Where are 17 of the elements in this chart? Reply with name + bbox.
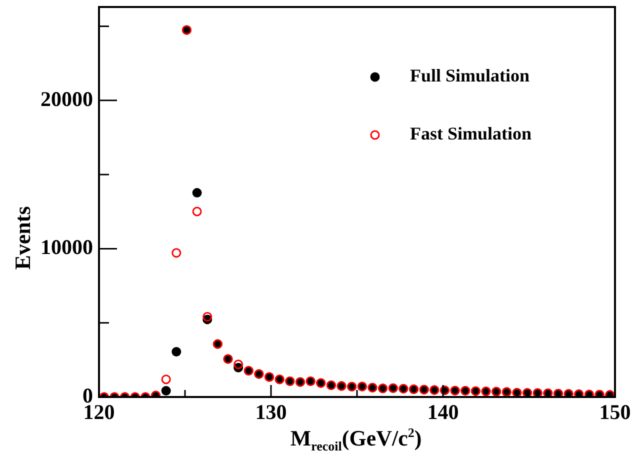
x-tick-label: 150 bbox=[599, 400, 631, 424]
legend-label: Full Simulation bbox=[410, 66, 530, 86]
point bbox=[192, 206, 202, 216]
point bbox=[234, 360, 244, 370]
y-axis-title: Events bbox=[10, 205, 36, 272]
y-tick-label: 20000 bbox=[40, 86, 93, 111]
point bbox=[192, 188, 202, 198]
x-axis-title: M$_{recoil}$(GeV/c$^{2}$) bbox=[289, 425, 423, 455]
point bbox=[161, 374, 171, 384]
y-tick-label: 10000 bbox=[40, 235, 93, 260]
x-tick-label: 140 bbox=[427, 400, 459, 424]
point bbox=[172, 248, 182, 258]
point bbox=[172, 347, 182, 357]
legend-label: Fast Simulation bbox=[410, 124, 532, 144]
x-tick-label: 130 bbox=[255, 400, 287, 424]
point bbox=[161, 386, 171, 396]
point bbox=[202, 312, 212, 322]
